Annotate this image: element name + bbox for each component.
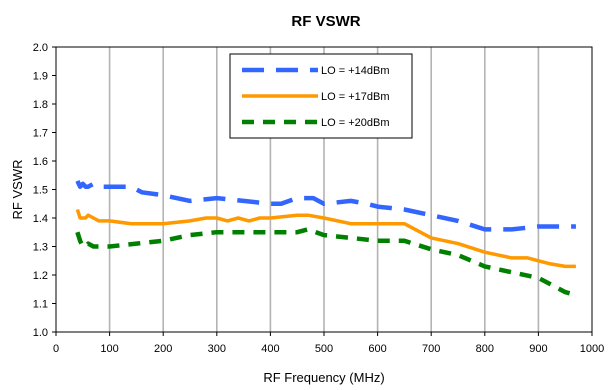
x-axis-title: RF Frequency (MHz)	[263, 370, 384, 385]
y-tick-label: 1.0	[33, 327, 48, 339]
y-tick-label: 1.6	[33, 156, 48, 168]
y-tick-label: 1.5	[33, 185, 48, 197]
x-tick-label: 700	[422, 343, 440, 355]
x-tick-label: 100	[100, 343, 118, 355]
axis-ticks: 0 100 200 300 400 500 600 700 800 900 1000 1.0 1.1 1.…	[33, 42, 605, 355]
x-tick-label: 0	[53, 343, 59, 355]
x-tick-label: 500	[315, 343, 333, 355]
y-tick-label: 1.9	[33, 71, 48, 83]
y-tick-label: 1.1	[33, 299, 48, 311]
x-tick-label: 800	[476, 343, 494, 355]
legend-label: LO = +20dBm	[321, 117, 390, 129]
series-line-3	[75, 227, 577, 298]
series-lines	[75, 179, 577, 298]
x-tick-label: 1000	[580, 343, 604, 355]
y-tick-label: 1.4	[33, 213, 48, 225]
x-tick-label: 600	[368, 343, 386, 355]
x-tick-label: 300	[208, 343, 226, 355]
legend-label: LO = +14dBm	[321, 65, 390, 77]
legend: LO = +14dBm LO = +17dBm LO = +20dBm	[229, 53, 413, 139]
chart-title: RF VSWR	[291, 13, 360, 30]
x-tick-label: 900	[529, 343, 547, 355]
legend-label: LO = +17dBm	[321, 91, 390, 103]
x-tick-label: 400	[261, 343, 279, 355]
y-tick-label: 1.7	[33, 128, 48, 140]
y-tick-label: 2.0	[33, 42, 48, 54]
x-tick-label: 200	[154, 343, 172, 355]
series-line-2	[75, 208, 576, 269]
y-tick-label: 1.2	[33, 270, 48, 282]
y-tick-label: 1.8	[33, 99, 48, 111]
series-line-1	[75, 179, 576, 232]
y-axis-title: RF VSWR	[10, 160, 25, 220]
y-tick-label: 1.3	[33, 242, 48, 254]
